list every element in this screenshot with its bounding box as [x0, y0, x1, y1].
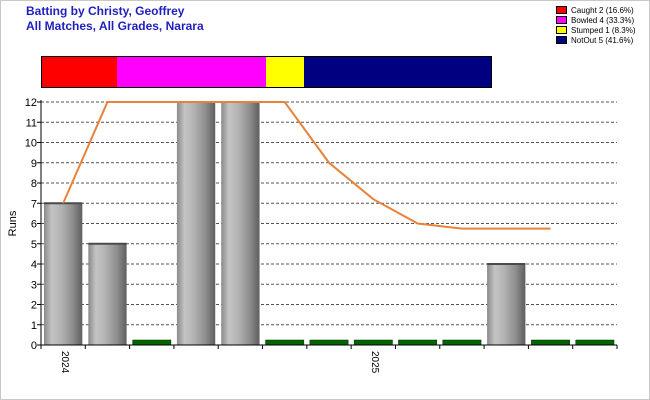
legend-item-caught: Caught 2 (16.6%) — [556, 5, 635, 15]
legend-item-stumped: Stumped 1 (8.3%) — [556, 25, 635, 35]
legend-item-bowled: Bowled 4 (33.3%) — [556, 15, 635, 25]
bar-top — [487, 263, 526, 265]
y-tick-label: 7 — [31, 198, 37, 210]
bar — [487, 264, 526, 345]
y-tick-label: 3 — [31, 279, 37, 291]
dist-segment-bowled — [116, 57, 267, 87]
y-tick-label: 8 — [31, 178, 37, 190]
bar — [398, 339, 438, 346]
y-tick-label: 0 — [31, 340, 37, 352]
bar-series — [44, 101, 615, 346]
bar — [88, 243, 127, 345]
dismissal-distribution-bar — [41, 56, 492, 88]
bar — [221, 102, 260, 345]
y-tick-label: 5 — [31, 239, 37, 251]
y-tick-label: 12 — [25, 97, 37, 109]
legend-swatch-notout — [556, 36, 567, 44]
bar — [132, 339, 172, 346]
y-tick-label: 9 — [31, 158, 37, 170]
x-year-label: 2025 — [369, 351, 380, 374]
y-tick-label: 6 — [31, 219, 37, 231]
dist-segment-notout — [303, 57, 491, 87]
legend-label-notout: NotOut 5 (41.6%) — [571, 35, 634, 45]
bar — [353, 339, 393, 346]
bar — [442, 339, 482, 346]
dist-segment-caught — [42, 57, 117, 87]
bar — [309, 339, 349, 346]
trend-line — [62, 101, 551, 230]
y-tick-label: 2 — [31, 300, 37, 312]
legend-swatch-stumped — [556, 26, 567, 34]
legend-label-caught: Caught 2 (16.6%) — [571, 5, 634, 15]
y-tick-label: 11 — [26, 117, 37, 129]
legend-item-notout: NotOut 5 (41.6%) — [556, 35, 635, 45]
chart-title: Batting by Christy, Geoffrey — [26, 4, 185, 18]
gridlines — [41, 101, 617, 326]
y-tick-label: 4 — [31, 259, 37, 271]
bar — [265, 339, 305, 346]
bar — [531, 339, 570, 346]
x-year-label: 2024 — [59, 351, 70, 374]
bar — [44, 203, 83, 345]
bar — [176, 102, 216, 345]
legend: Caught 2 (16.6%) Bowled 4 (33.3%) Stumpe… — [556, 5, 635, 45]
bar-top — [88, 242, 127, 245]
legend-label-bowled: Bowled 4 (33.3%) — [571, 15, 635, 25]
chart-subtitle: All Matches, All Grades, Narara — [26, 19, 204, 33]
bar — [575, 339, 615, 346]
y-tick-label: 1 — [31, 320, 37, 332]
dist-segment-stumped — [266, 57, 304, 87]
trend-polyline — [62, 101, 551, 230]
legend-label-stumped: Stumped 1 (8.3%) — [571, 25, 636, 35]
legend-swatch-caught — [556, 6, 567, 14]
y-tick-label: 10 — [25, 138, 37, 150]
legend-swatch-bowled — [556, 16, 567, 24]
axes — [37, 100, 618, 349]
y-axis-label: Runs — [7, 210, 19, 236]
